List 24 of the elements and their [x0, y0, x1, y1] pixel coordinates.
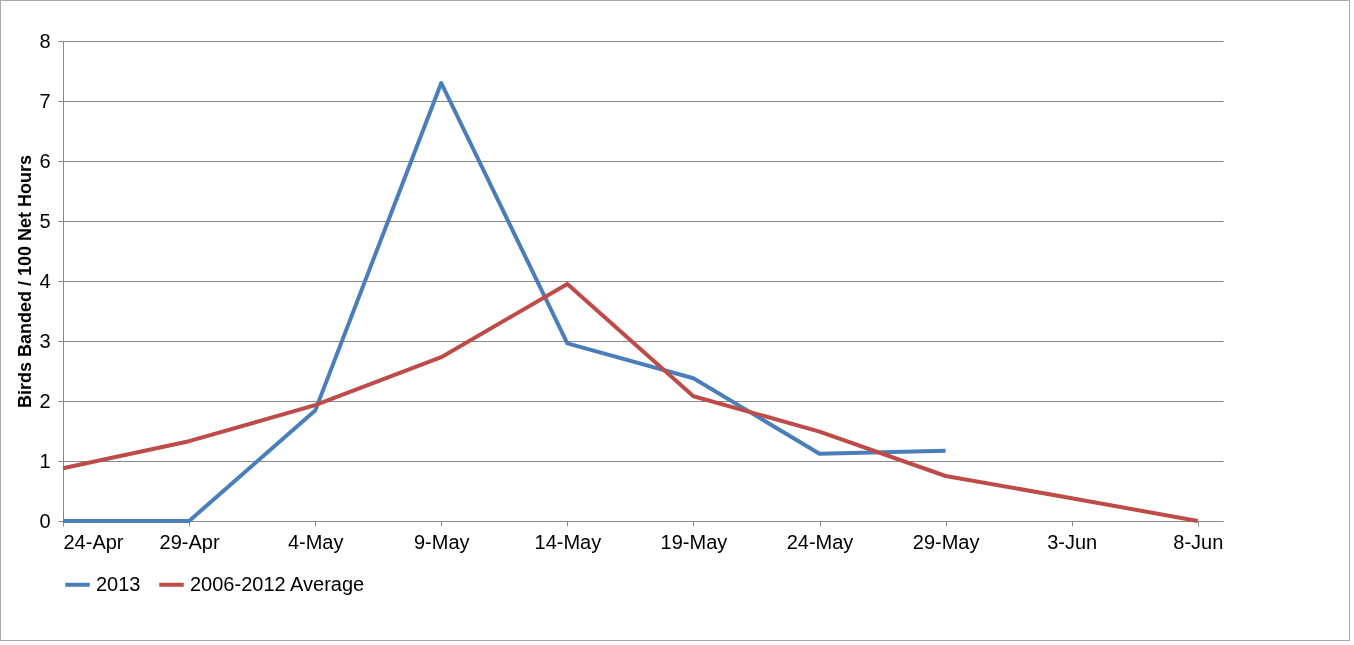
y-tick-label: 4 — [39, 269, 51, 292]
x-tick-label: 29-May — [912, 530, 980, 553]
y-tick-label: 2 — [39, 389, 51, 412]
x-tick-label: 29-Apr — [159, 530, 220, 553]
x-tick-label: 14-May — [534, 530, 602, 553]
y-tick-label: 1 — [39, 449, 51, 472]
x-tick-label: 3-Jun — [1047, 530, 1098, 553]
legend-label: 2006-2012 Average — [190, 572, 365, 595]
x-tick-label: 8-Jun — [1173, 530, 1224, 553]
line-series — [61, 81, 948, 523]
line-series — [61, 282, 1200, 523]
y-tick-label: 3 — [39, 329, 51, 352]
y-tick-label: 6 — [39, 149, 51, 172]
y-tick-label: 0 — [39, 509, 51, 532]
y-tick-label: 7 — [39, 89, 51, 112]
legend-label: 2013 — [96, 572, 141, 595]
y-tick-label: 5 — [39, 209, 51, 232]
x-tick-label: 4-May — [287, 530, 344, 553]
x-tick-label: 24-Apr — [63, 530, 124, 553]
x-tick-label: 19-May — [660, 530, 728, 553]
x-tick-label: 9-May — [413, 530, 470, 553]
x-tick-label: 24-May — [786, 530, 854, 553]
y-axis-title: Birds Banded / 100 Net Hours — [15, 154, 36, 409]
y-tick-label: 8 — [39, 29, 51, 52]
